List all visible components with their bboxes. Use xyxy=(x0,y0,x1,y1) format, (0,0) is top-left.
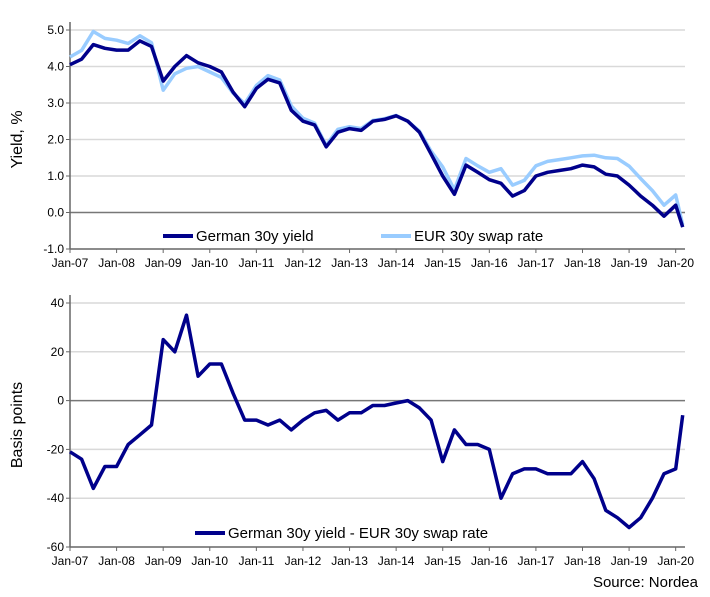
x-tick-label: Jan-08 xyxy=(98,554,135,568)
source-note: Source: Nordea xyxy=(593,574,699,591)
x-tick-label: Jan-20 xyxy=(657,256,694,270)
x-tick-label: Jan-14 xyxy=(378,256,415,270)
x-tick-label: Jan-15 xyxy=(424,256,461,270)
series-line-german-30y-yield-eur-30y-swap-rate xyxy=(69,313,685,530)
x-tick-label: Jan-11 xyxy=(238,554,274,568)
x-tick-label: Jan-12 xyxy=(285,554,322,568)
y-tick-label: -60 xyxy=(47,540,65,554)
y-axis-label: Basis points xyxy=(9,382,26,468)
y-tick-label: -1.0 xyxy=(43,242,64,256)
y-tick-label: -20 xyxy=(47,442,65,456)
x-tick-label: Jan-09 xyxy=(145,554,182,568)
yield-chart: -1.0 0.0 1.0 2.0 3.0 4.0 5.0 Jan-07 Jan-08 Jan-09… xyxy=(9,22,694,270)
x-tick-label: Jan-13 xyxy=(331,256,368,270)
y-tick-label: 20 xyxy=(51,345,65,359)
x-tick-label: Jan-20 xyxy=(657,554,694,568)
x-tick-label: Jan-12 xyxy=(285,256,322,270)
x-tick-label: Jan-19 xyxy=(611,554,648,568)
x-tick-label: Jan-16 xyxy=(471,256,508,270)
x-tick-label: Jan-18 xyxy=(564,256,601,270)
x-tick-label: Jan-19 xyxy=(611,256,648,270)
legend-label: German 30y yield - EUR 30y swap rate xyxy=(228,525,488,542)
y-tick-label: 1.0 xyxy=(47,169,64,183)
x-tick-label: Jan-14 xyxy=(378,554,415,568)
x-tick-label: Jan-11 xyxy=(238,256,274,270)
y-tick-label: 0.0 xyxy=(47,206,64,220)
x-tick-label: Jan-17 xyxy=(518,554,555,568)
x-tick-label: Jan-16 xyxy=(471,554,508,568)
y-tick-label: 4.0 xyxy=(47,60,64,74)
x-tick-label: Jan-09 xyxy=(145,256,182,270)
x-tick-label: Jan-07 xyxy=(52,256,89,270)
y-tick-label: 40 xyxy=(51,296,65,310)
x-tick-label: Jan-18 xyxy=(564,554,601,568)
spread-chart: -60 -40 -20 0 20 40 Jan-07 Jan-08 Jan-09 Jan-10 Ja… xyxy=(9,295,694,568)
y-tick-label: 5.0 xyxy=(47,23,64,37)
x-tick-label: Jan-17 xyxy=(518,256,555,270)
y-tick-label: -40 xyxy=(47,491,65,505)
x-tick-label: Jan-10 xyxy=(191,554,228,568)
legend-label: German 30y yield xyxy=(196,228,314,245)
legend-label: EUR 30y swap rate xyxy=(414,228,543,245)
series-line-german-30y-yield xyxy=(69,39,685,228)
y-tick-label: 2.0 xyxy=(47,133,64,147)
series-line-eur-30y-swap-rate xyxy=(69,29,685,226)
x-tick-label: Jan-15 xyxy=(424,554,461,568)
x-tick-label: Jan-10 xyxy=(191,256,228,270)
y-tick-label: 0 xyxy=(57,394,64,408)
y-tick-label: 3.0 xyxy=(47,96,64,110)
x-tick-label: Jan-08 xyxy=(98,256,135,270)
y-axis-label: Yield, % xyxy=(9,110,26,168)
x-tick-label: Jan-13 xyxy=(331,554,368,568)
x-tick-label: Jan-07 xyxy=(52,554,89,568)
